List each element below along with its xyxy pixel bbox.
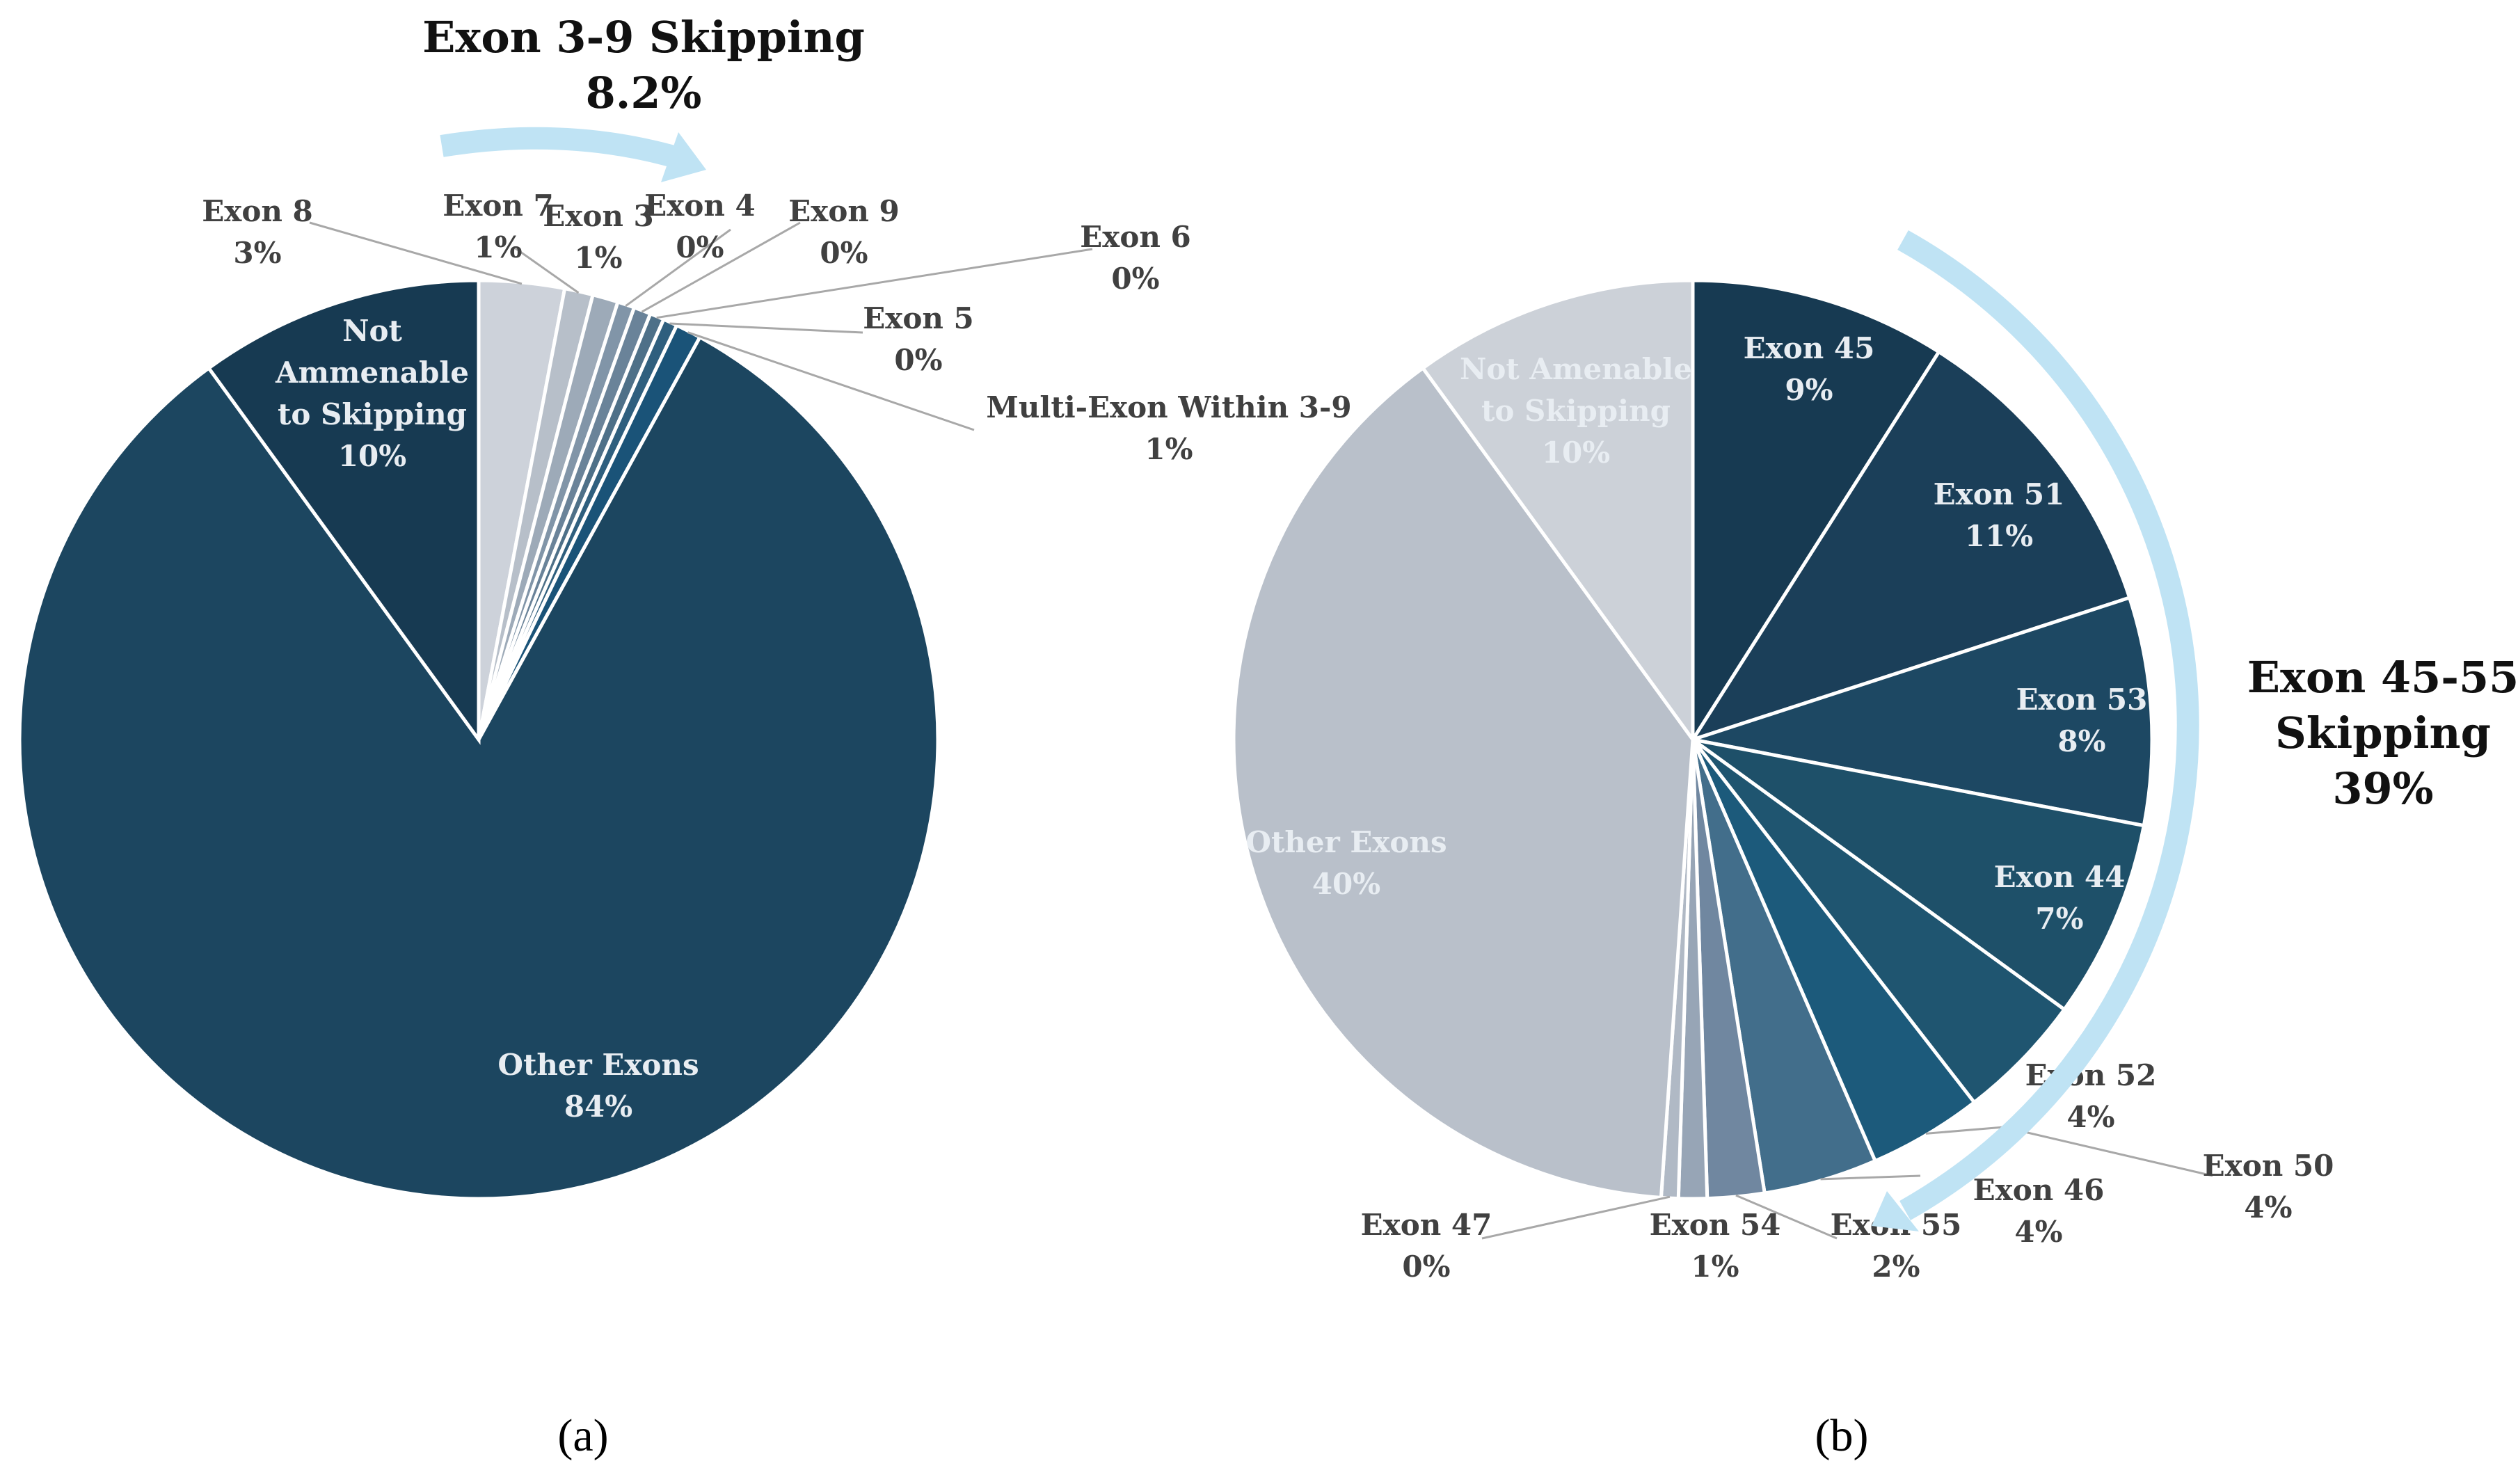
slice-exon-45	[1691, 278, 1942, 746]
pie-a-slices	[17, 278, 940, 1201]
value-other-exons: 40%	[1312, 867, 1380, 901]
annotation-b-line1: Exon 45-55	[2247, 652, 2518, 703]
value-exon-46: 4%	[2014, 1215, 2062, 1249]
slice-other-exons	[17, 335, 940, 1201]
annotation-b-line3: 39%	[2332, 763, 2433, 814]
pie-chart-a: Exon 8 3% Exon 7 1%Exon 3 1%Exon 4 0% Exon 9 0%…	[17, 189, 1352, 1201]
label-exon-51: Exon 51 11%	[1934, 477, 2065, 553]
leader-exon-7	[513, 246, 580, 294]
value-exon-53: 8%	[2057, 724, 2105, 758]
value-exon-54: 1%	[1691, 1250, 1739, 1284]
value-not-amenable-to-skipping: 10%	[1542, 436, 1610, 470]
leader-exon-4	[625, 228, 731, 308]
leader-exon-46	[1820, 1174, 1921, 1181]
leader-exon-6	[656, 248, 1093, 319]
exon-3-9-arrowhead	[661, 132, 706, 182]
value-exon-50: 4%	[2244, 1190, 2292, 1224]
label-exon-5: Exon 5 0%	[863, 301, 973, 377]
value-not-ammenable-to-skipping: 10%	[338, 439, 406, 473]
value-exon-51: 11%	[1965, 519, 2033, 553]
panel-label-a: (a)	[557, 1410, 608, 1461]
value-other-exons: 84%	[564, 1090, 632, 1124]
exon-45-55-arc	[1897, 230, 2199, 1220]
value-exon-45: 9%	[1785, 373, 1833, 407]
leader-exon-9	[641, 221, 801, 313]
slice-exon-44	[1691, 737, 2146, 1012]
value-exon-47: 0%	[1402, 1250, 1450, 1284]
value-exon-5: 0%	[894, 343, 942, 377]
value-exon-52: 4%	[2066, 1100, 2114, 1134]
annotation-b-line2: Skipping	[2275, 708, 2491, 758]
slice-exon-52	[1691, 737, 2067, 1106]
slice-not-ammenable-to-skipping	[206, 278, 481, 745]
slice-exon-51	[1689, 349, 2132, 743]
label-exon-3: Exon 3 1%	[543, 199, 653, 275]
leader-exon-8	[309, 221, 523, 285]
label-exon-4: Exon 4 0%	[644, 189, 755, 264]
label-other-exons: Other Exons 40%	[1245, 825, 1447, 901]
slice-exon-53	[1692, 595, 2154, 828]
label-not-ammenable-to-skipping: Not Ammenable to Skipping 10%	[275, 314, 469, 473]
leader-exon-5	[669, 322, 863, 334]
exon-45-55-arrowhead	[1872, 1191, 1919, 1231]
leader-exon-47	[1481, 1195, 1671, 1240]
label-exon-52: Exon 52 4%	[2025, 1058, 2157, 1134]
value-exon-4: 0%	[676, 230, 724, 264]
slice-not-amenable-to-skipping	[1420, 278, 1695, 745]
value-exon-7: 1%	[474, 230, 522, 264]
slice-other-exons	[1232, 365, 1695, 1200]
pie-b-labels: Exon 45 9% Exon 51 11% Exon 53 8% Exon 44 7% Exo…	[1245, 331, 2334, 1284]
annotation-a-line1: Exon 3-9 Skipping	[422, 12, 865, 63]
leader-exon-55	[1735, 1194, 1838, 1240]
label-other-exons: Other Exons 84%	[497, 1048, 699, 1124]
label-not-amenable-to-skipping: Not Amenable to Skipping 10%	[1460, 352, 1692, 470]
exon-3-9-arrow	[440, 127, 689, 171]
pie-a-leader-lines	[309, 221, 1093, 431]
label-exon-9: Exon 9 0%	[788, 194, 899, 270]
pie-a-labels: Exon 8 3% Exon 7 1%Exon 3 1%Exon 4 0% Exon 9 0%…	[202, 189, 1351, 1124]
label-exon-54: Exon 54 1%	[1650, 1208, 1781, 1284]
label-exon-7: Exon 7 1%	[443, 189, 553, 264]
label-exon-8: Exon 8 3%	[202, 194, 312, 270]
annotation-a-line2: 8.2%	[586, 67, 702, 118]
value-exon-8: 3%	[233, 236, 281, 270]
value-exon-44: 7%	[2035, 902, 2083, 936]
label-exon-45: Exon 45 9%	[1744, 331, 1875, 407]
leader-multi-exon-within-3-9	[687, 331, 975, 431]
value-exon-3: 1%	[574, 241, 622, 275]
pie-b-slices	[1232, 278, 2154, 1201]
value-multi-exon-within-3-9: 1%	[1145, 432, 1193, 466]
label-exon-44: Exon 44 7%	[1994, 860, 2126, 936]
value-exon-6: 0%	[1111, 262, 1159, 296]
value-exon-55: 2%	[1872, 1250, 1920, 1284]
panel-label-b: (b)	[1815, 1410, 1869, 1461]
label-exon-47: Exon 47 0%	[1361, 1208, 1492, 1284]
pie-chart-b: Exon 45 9% Exon 51 11% Exon 53 8% Exon 44 7% Exo…	[1232, 278, 2334, 1284]
value-exon-9: 0%	[820, 236, 868, 270]
label-exon-50: Exon 50 4%	[2203, 1149, 2334, 1224]
label-multi-exon-within-3-9: Multi-Exon Within 3-9 1%	[986, 390, 1351, 466]
label-exon-46: Exon 46 4%	[1973, 1173, 2105, 1249]
label-exon-6: Exon 6 0%	[1080, 220, 1190, 296]
label-exon-53: Exon 53 8%	[2016, 683, 2148, 758]
